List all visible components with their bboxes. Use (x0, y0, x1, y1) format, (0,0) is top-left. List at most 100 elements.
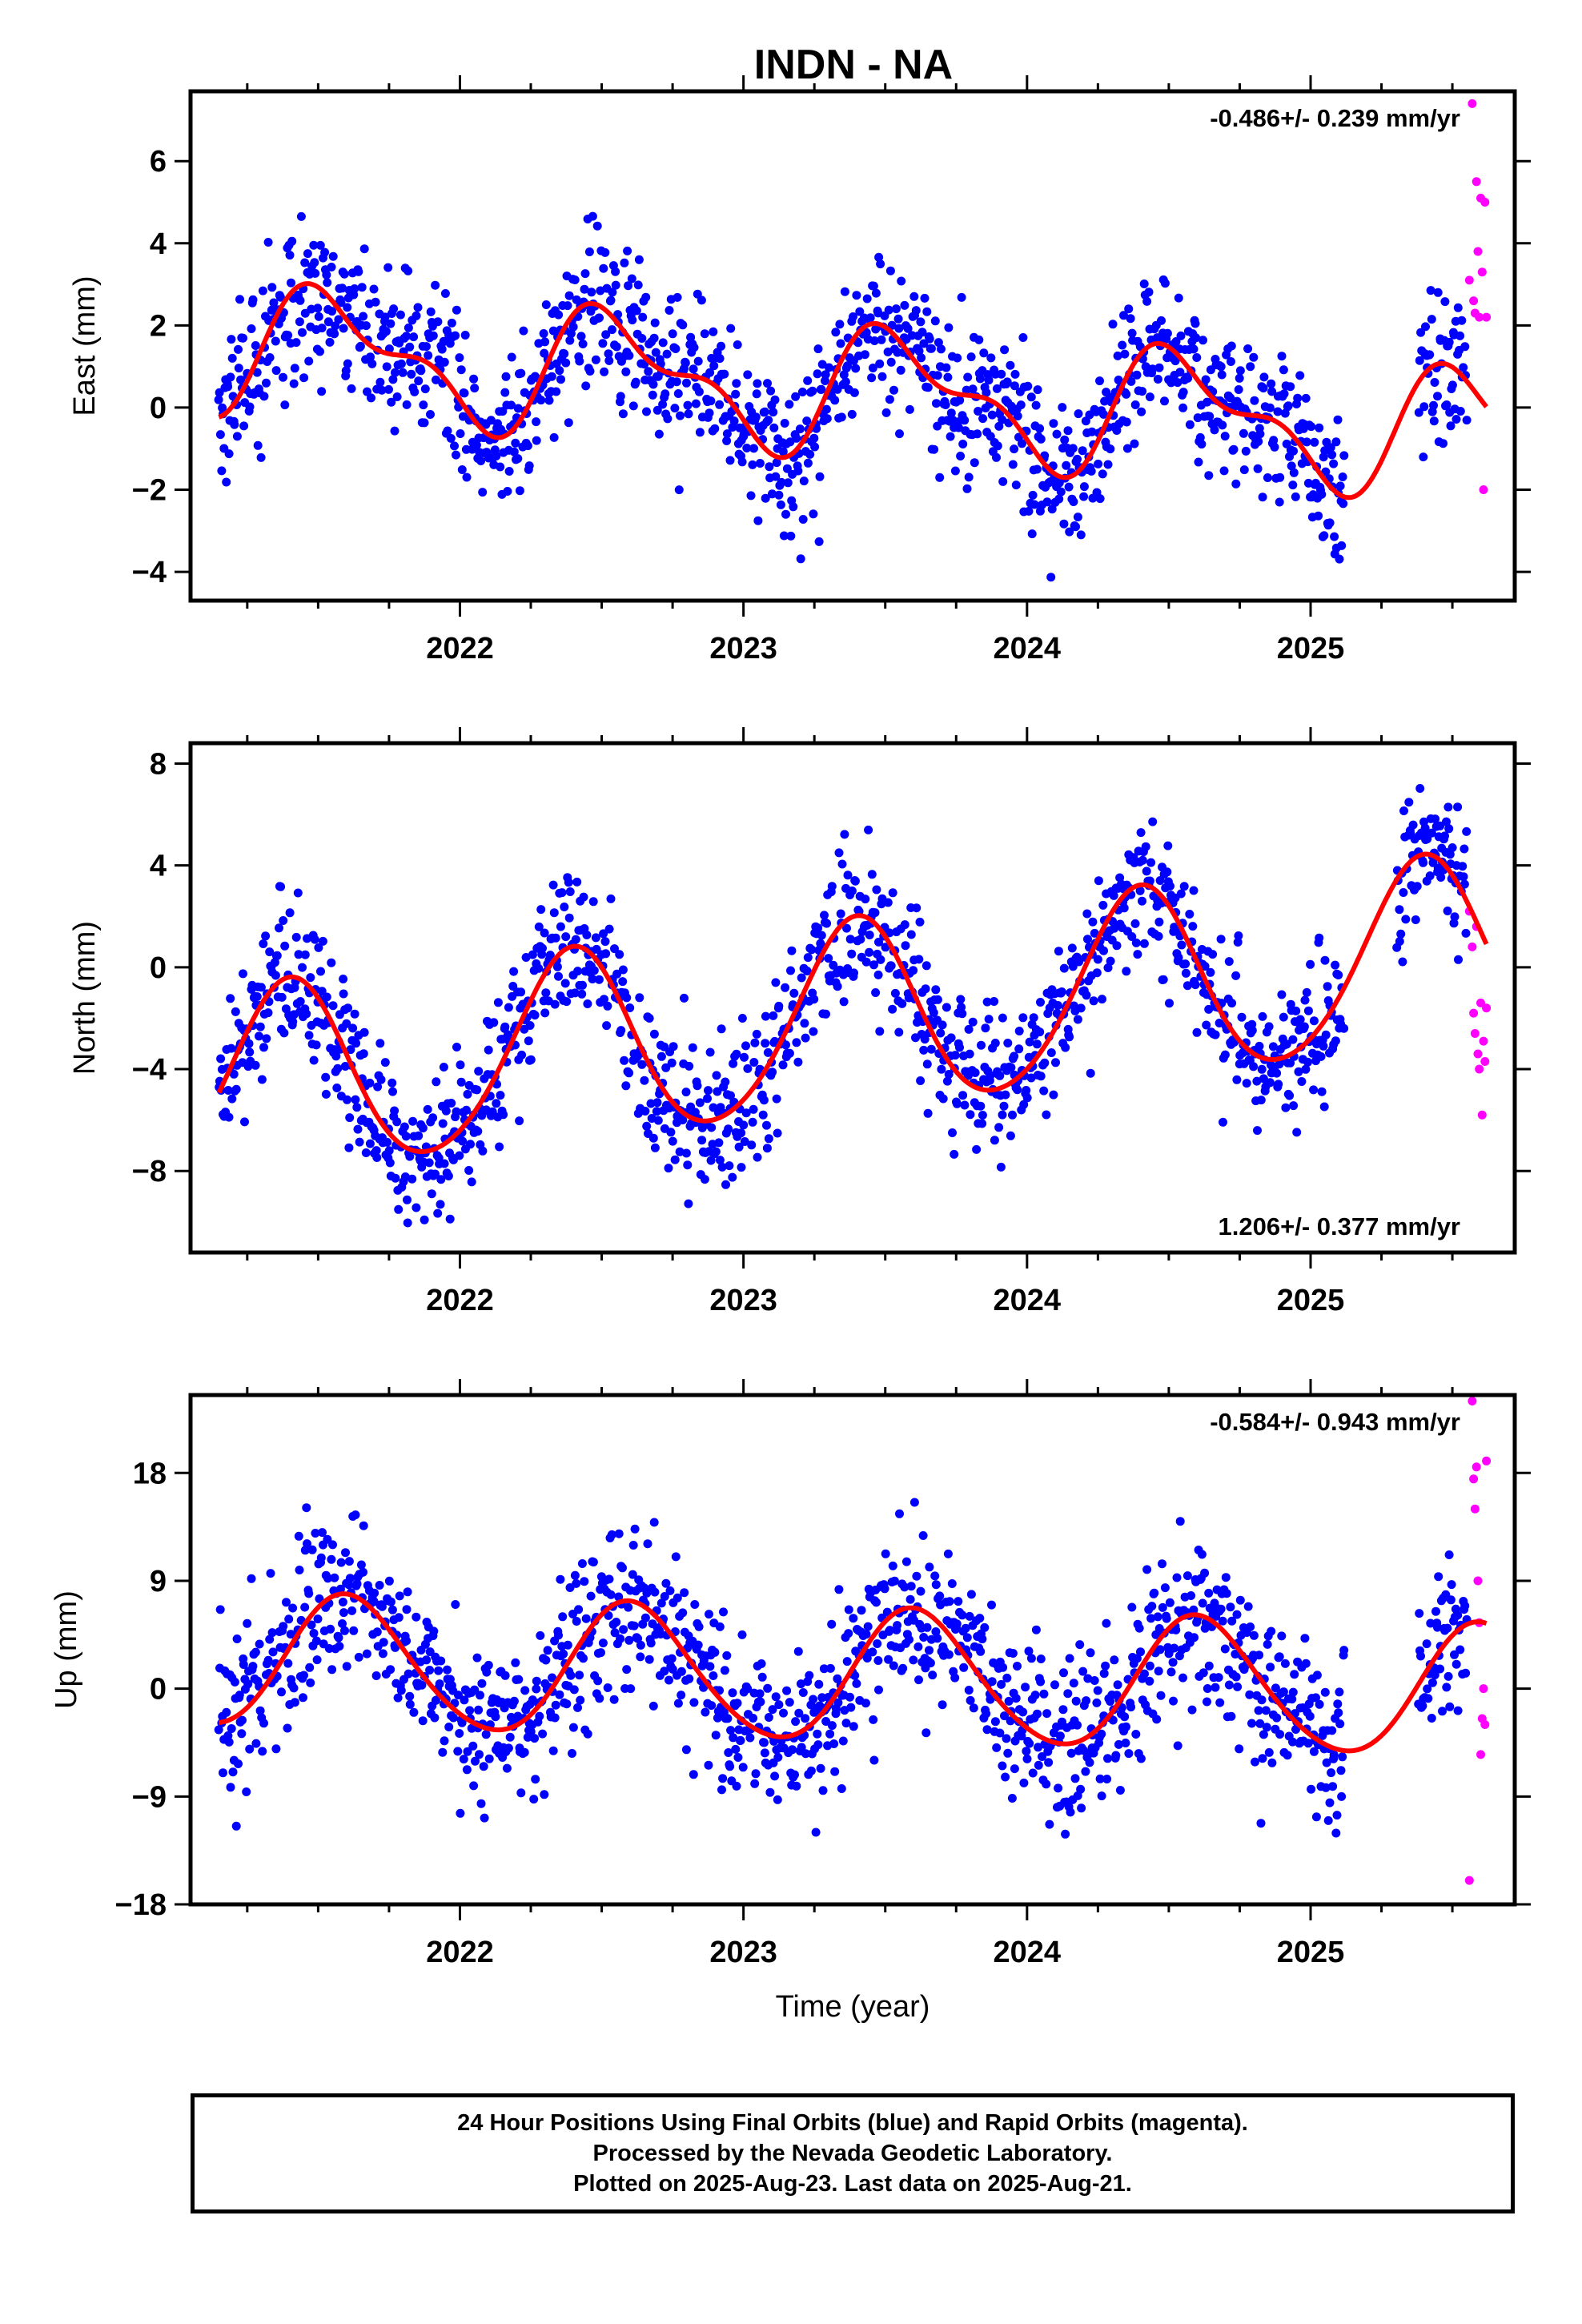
final-orbit-point (313, 304, 323, 313)
final-orbit-point (643, 1539, 652, 1549)
final-orbit-point (714, 1138, 724, 1148)
final-orbit-point (375, 1581, 384, 1590)
final-orbit-point (751, 412, 761, 422)
final-orbit-point (608, 325, 616, 335)
final-orbit-point (905, 1634, 913, 1644)
final-orbit-point (499, 1110, 508, 1120)
final-orbit-point (1073, 1720, 1082, 1730)
final-orbit-point (1219, 466, 1229, 476)
final-orbit-point (986, 353, 996, 363)
final-orbit-point (496, 462, 505, 472)
final-orbit-point (821, 370, 830, 380)
final-orbit-point (1459, 363, 1468, 372)
final-orbit-point (1008, 1110, 1017, 1120)
final-orbit-point (802, 967, 812, 975)
final-orbit-point (920, 1035, 930, 1044)
final-orbit-point (371, 1671, 381, 1680)
final-orbit-point (803, 953, 813, 963)
final-orbit-point (396, 359, 406, 368)
final-orbit-point (745, 1733, 755, 1743)
final-orbit-point (1081, 1767, 1090, 1776)
final-orbit-point (470, 1685, 480, 1695)
final-orbit-point (925, 1562, 934, 1572)
final-orbit-point (1160, 396, 1169, 406)
final-orbit-point (587, 287, 596, 297)
final-orbit-point (900, 920, 909, 930)
final-orbit-point (309, 1629, 319, 1638)
final-orbit-point (944, 1070, 954, 1079)
final-orbit-point (1266, 1663, 1275, 1672)
final-orbit-point (1300, 995, 1310, 1005)
final-orbit-point (618, 977, 628, 987)
final-orbit-point (271, 366, 281, 376)
final-orbit-point (444, 1172, 453, 1180)
final-orbit-point (1231, 479, 1241, 489)
final-orbit-point (942, 363, 951, 372)
final-orbit-point (722, 429, 732, 439)
final-orbit-point (314, 312, 323, 321)
final-orbit-point (628, 316, 637, 325)
final-orbit-point (757, 1672, 767, 1682)
final-orbit-point (555, 1690, 564, 1699)
final-orbit-point (255, 1022, 265, 1031)
final-orbit-point (327, 1665, 337, 1675)
final-orbit-point (861, 957, 871, 967)
final-orbit-point (1430, 378, 1439, 387)
final-orbit-point (984, 1015, 994, 1024)
final-orbit-point (938, 1700, 947, 1710)
final-orbit-point (869, 1755, 879, 1765)
final-orbit-point (1232, 1610, 1242, 1619)
final-orbit-point (265, 1634, 275, 1644)
final-orbit-point (801, 1749, 810, 1759)
final-orbit-point (955, 396, 965, 405)
final-orbit-point (649, 1518, 659, 1527)
rapid-orbit-point (1482, 1003, 1492, 1013)
final-orbit-point (1082, 991, 1091, 1000)
final-orbit-point (614, 1529, 624, 1538)
final-orbit-point (447, 318, 456, 328)
final-orbit-point (654, 429, 664, 439)
final-orbit-point (732, 1781, 741, 1791)
final-orbit-point (565, 887, 575, 896)
final-orbit-point (1462, 826, 1472, 836)
final-orbit-point (1018, 439, 1026, 448)
final-orbit-point (792, 1038, 801, 1047)
final-orbit-point (909, 292, 919, 301)
final-orbit-point (216, 1054, 226, 1063)
final-orbit-point (1006, 1063, 1016, 1072)
final-orbit-point (571, 935, 580, 944)
final-orbit-point (294, 1531, 303, 1541)
rapid-orbit-point (1479, 1036, 1488, 1046)
final-orbit-point (1325, 1798, 1335, 1807)
final-orbit-point (1215, 1698, 1225, 1707)
final-orbit-point (456, 1077, 466, 1087)
final-orbit-point (574, 1605, 584, 1614)
final-orbit-point (1226, 1602, 1235, 1612)
final-orbit-point (548, 1673, 557, 1683)
final-orbit-point (990, 1039, 1000, 1047)
final-orbit-point (268, 1647, 278, 1657)
final-orbit-point (484, 1754, 494, 1763)
final-orbit-point (276, 882, 286, 891)
final-orbit-point (1257, 1064, 1267, 1074)
final-orbit-point (604, 924, 614, 934)
final-orbit-point (1038, 1752, 1046, 1761)
final-orbit-point (1127, 932, 1137, 941)
final-orbit-point (311, 268, 320, 278)
final-orbit-point (849, 968, 858, 978)
final-orbit-point (1336, 1766, 1346, 1775)
final-orbit-point (956, 995, 966, 1004)
final-orbit-point (482, 1667, 492, 1677)
final-orbit-point (489, 1018, 499, 1027)
final-orbit-point (455, 1729, 464, 1738)
final-orbit-point (937, 1064, 946, 1074)
final-orbit-point (1030, 1691, 1040, 1700)
final-orbit-point (323, 278, 332, 287)
final-orbit-point (1339, 499, 1348, 509)
final-orbit-point (717, 1024, 726, 1034)
final-orbit-point (1444, 337, 1454, 347)
final-orbit-point (1253, 464, 1263, 473)
final-orbit-point (909, 966, 918, 975)
final-orbit-point (1227, 1711, 1236, 1721)
final-orbit-point (1154, 363, 1164, 372)
